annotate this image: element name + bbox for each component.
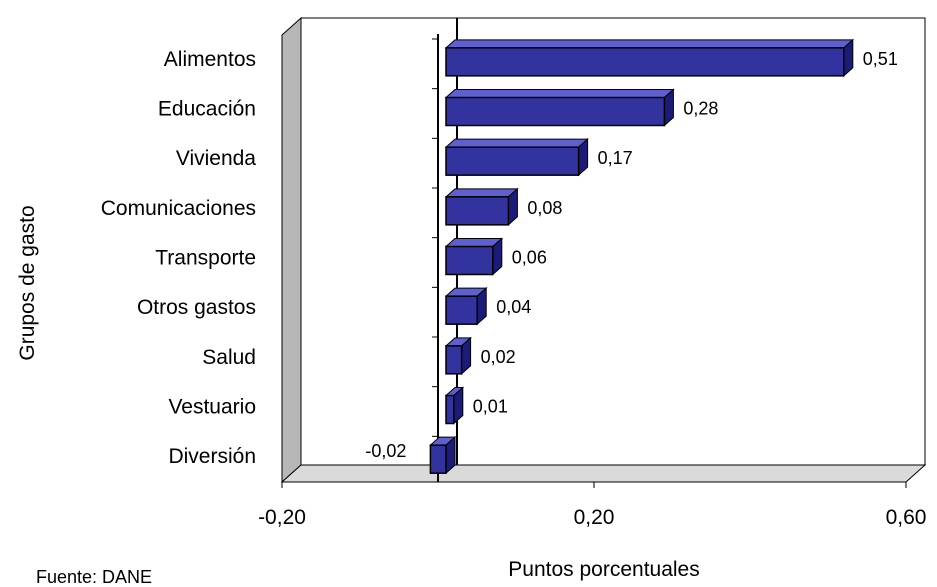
bar	[445, 96, 666, 127]
chart-walls	[280, 16, 927, 484]
category-label: Otros gastos	[137, 296, 256, 319]
x-axis-title: Puntos porcentuales	[508, 558, 699, 581]
category-label: Vestuario	[168, 396, 256, 419]
bar	[445, 196, 510, 226]
category-label: Educación	[158, 98, 256, 121]
x-tick-label: 0,60	[886, 506, 927, 529]
source-note: Fuente: DANE	[36, 567, 152, 587]
y-axis-title: Grupos de gasto	[16, 205, 39, 360]
data-label: 0,01	[473, 397, 508, 417]
bar	[445, 245, 494, 276]
category-label: Salud	[202, 346, 256, 369]
category-label: Diversión	[168, 445, 256, 468]
bar-top-face	[444, 89, 675, 98]
bar-top-face	[444, 39, 855, 49]
data-label: 0,04	[496, 297, 531, 317]
bar	[429, 444, 447, 474]
bar-top-face	[444, 138, 589, 148]
floor	[280, 464, 927, 483]
data-label: 0,51	[863, 49, 898, 69]
back-wall	[300, 17, 926, 466]
bar	[445, 146, 580, 176]
data-label: 0,28	[683, 99, 718, 119]
left-wall	[281, 16, 302, 484]
x-tick-labels: -0,20 0,20 0,60	[258, 482, 926, 529]
data-label: -0,02	[365, 441, 406, 461]
data-labels: 0,51 0,28 0,17 0,08 0,06 0,04 0,02 0,01 -0,02	[365, 49, 897, 461]
category-label: Alimentos	[164, 48, 256, 71]
bar	[445, 345, 463, 375]
data-label: 0,08	[527, 198, 562, 218]
category-label: Comunicaciones	[101, 197, 256, 220]
category-label: Transporte	[155, 247, 256, 270]
bars-group	[429, 38, 855, 475]
bar	[445, 47, 845, 77]
data-label: 0,02	[481, 347, 516, 367]
bar-top-face	[444, 188, 519, 198]
category-label: Vivienda	[176, 147, 256, 170]
x-tick-label: 0,20	[574, 506, 615, 529]
bar	[445, 394, 455, 425]
bar	[445, 295, 478, 325]
data-label: 0,06	[512, 248, 547, 268]
data-label: 0,17	[598, 148, 633, 168]
category-labels: Alimentos Educación Vivienda Comunicaciones…	[101, 48, 257, 468]
x-tick-label: -0,20	[258, 506, 306, 529]
